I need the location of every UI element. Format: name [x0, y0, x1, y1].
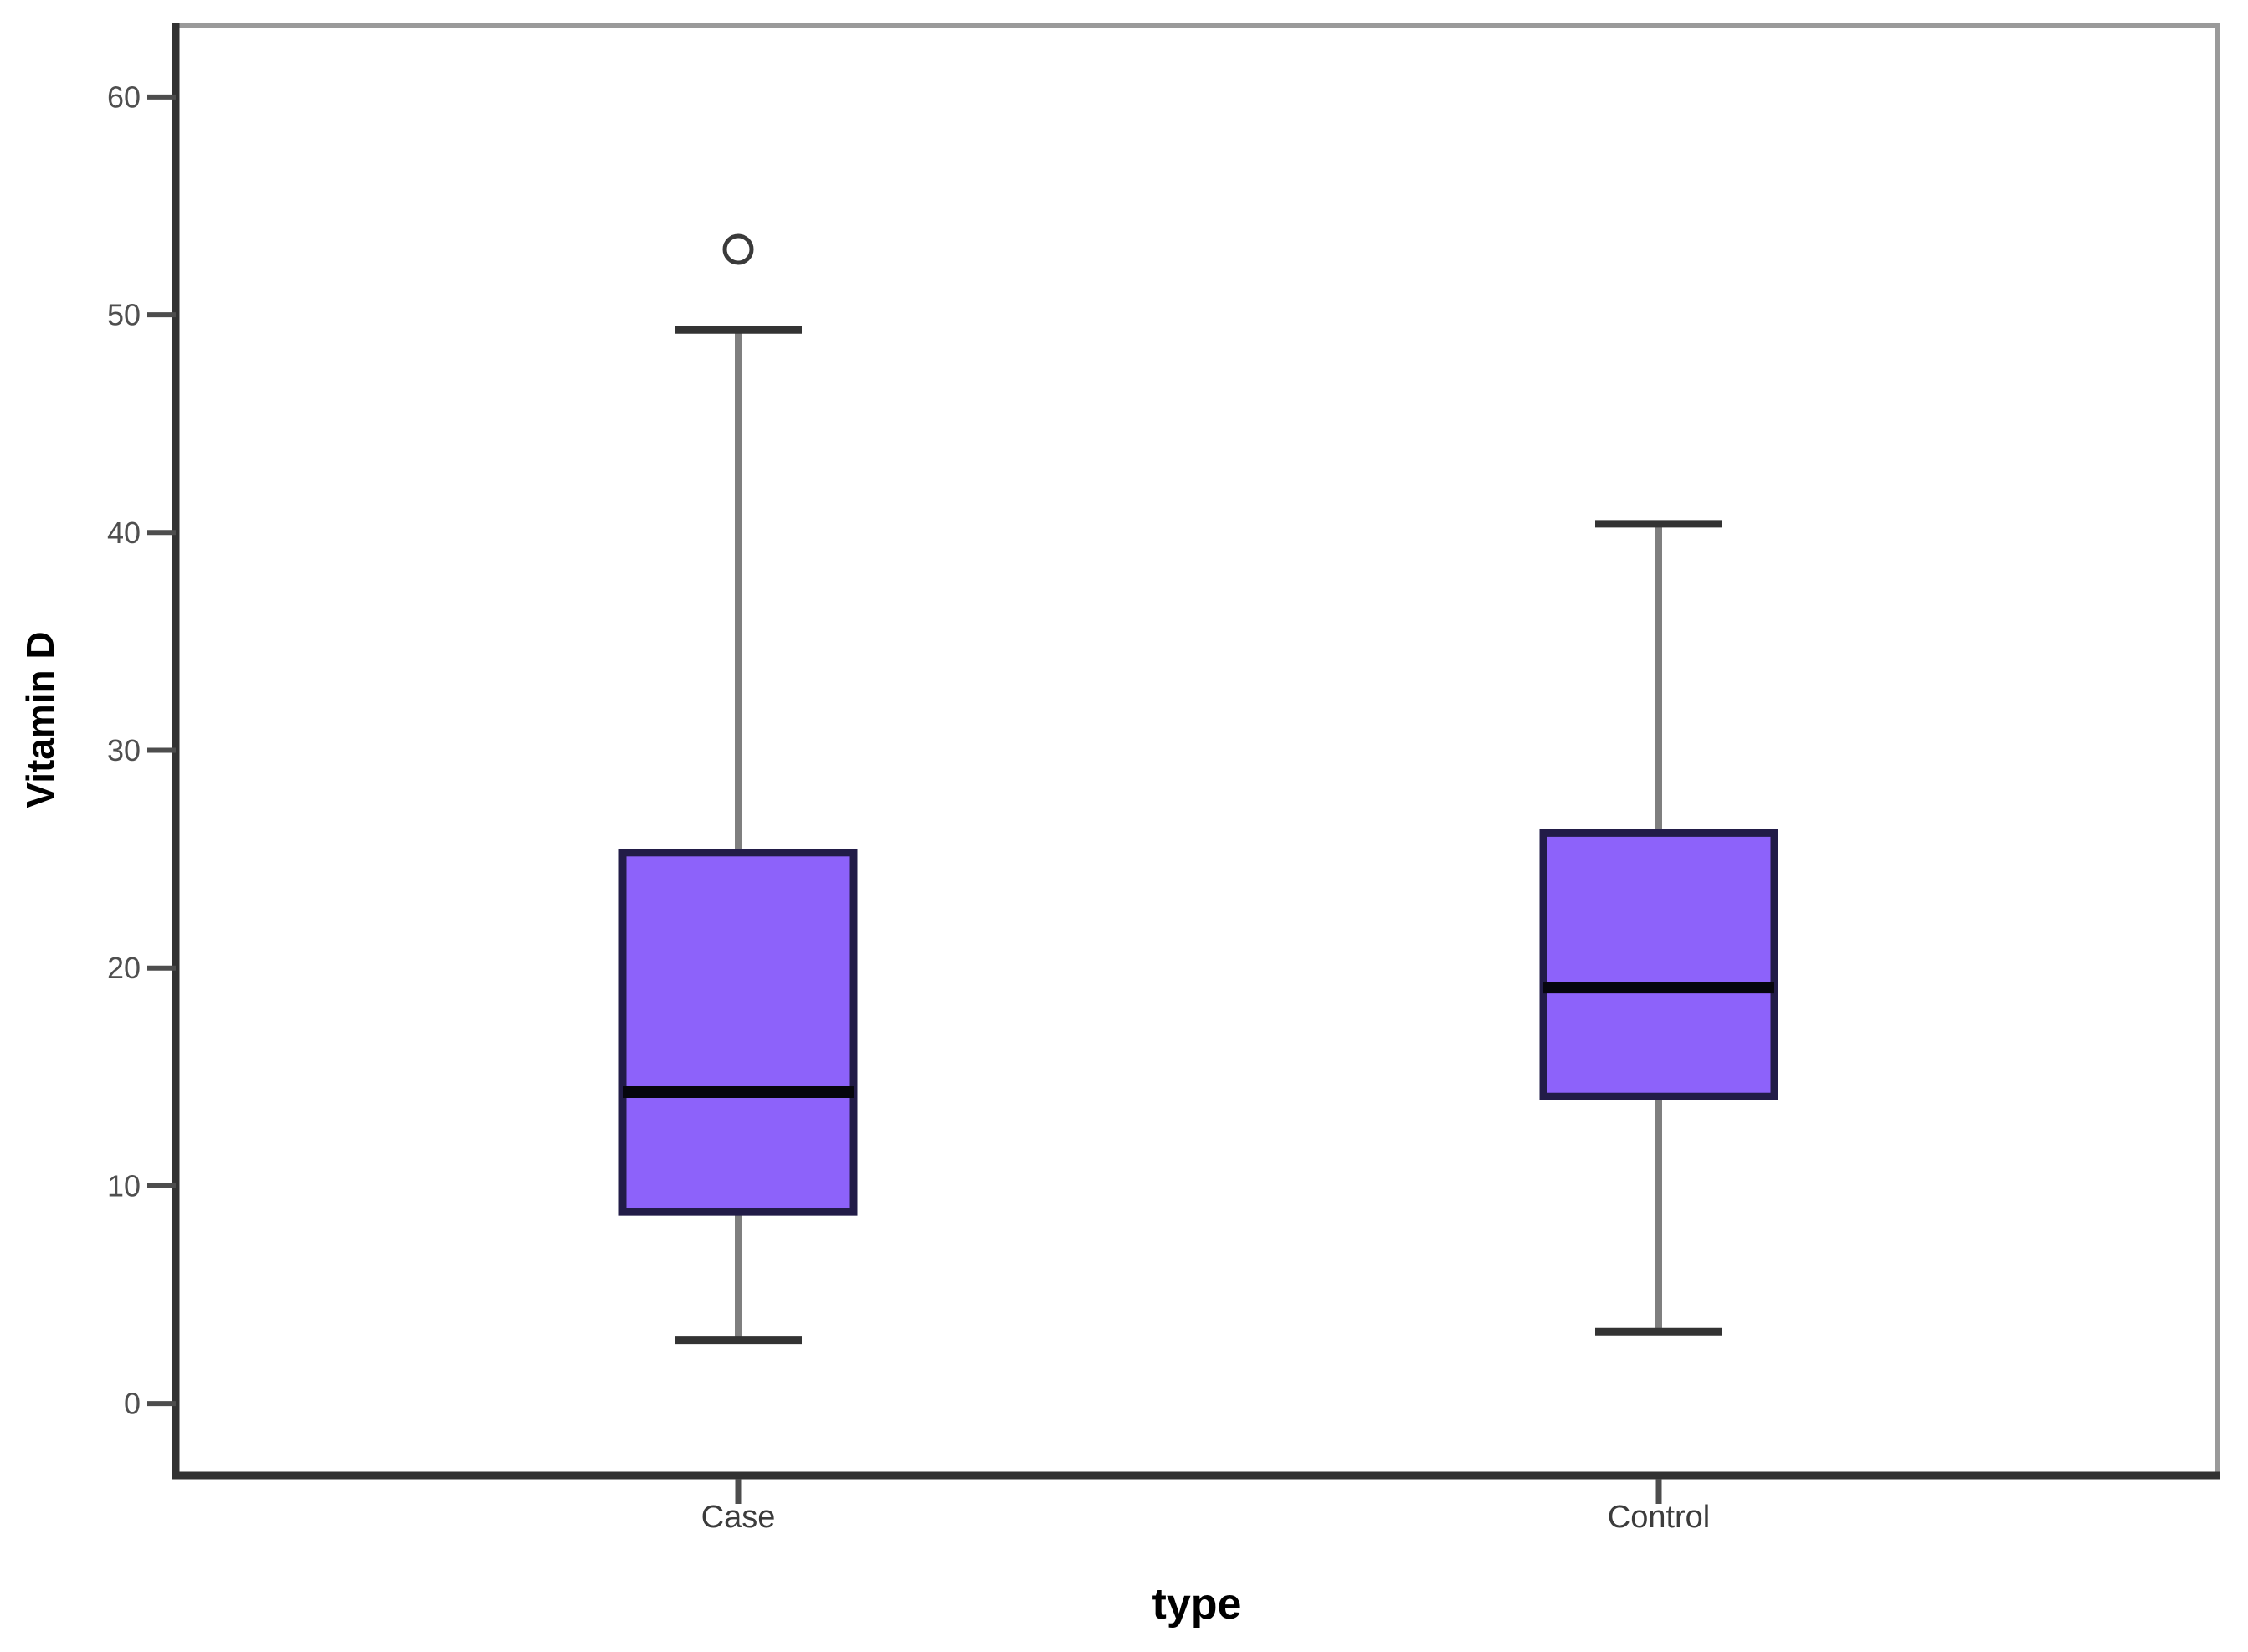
- iqr-box-case: [618, 849, 858, 1216]
- category-label: Case: [701, 1500, 776, 1535]
- iqr-box-control: [1539, 829, 1778, 1100]
- y-tick-label: 10: [107, 1168, 141, 1203]
- y-tick-label: 0: [124, 1387, 141, 1421]
- plot-frame: [173, 23, 2220, 1478]
- y-tick-label: 30: [107, 733, 141, 767]
- y-tick-label: 40: [107, 516, 141, 550]
- y-axis-title: Vitamin D: [18, 631, 62, 808]
- y-tick-label: 60: [107, 80, 141, 114]
- outlier-point: [722, 233, 754, 265]
- category-label: Control: [1608, 1500, 1711, 1535]
- y-tick-label: 20: [107, 951, 141, 985]
- y-tick-label: 50: [107, 298, 141, 332]
- x-axis-title: type: [1152, 1580, 1242, 1629]
